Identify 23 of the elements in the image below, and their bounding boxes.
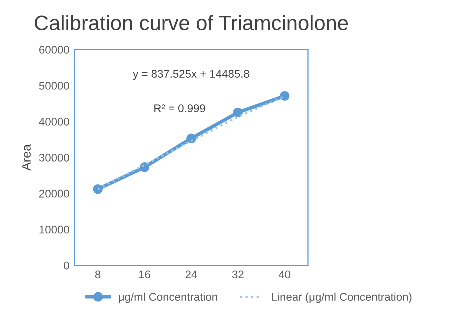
point — [233, 108, 244, 118]
y-tick-label: 60000 — [40, 46, 70, 54]
point — [140, 162, 150, 172]
annotation: y = 837.525x + 14485.8 — [133, 70, 250, 80]
point — [186, 134, 196, 144]
y-axis-title: Area — [22, 144, 31, 171]
y-tick-label: 40000 — [39, 118, 70, 126]
x-tick-label: 32 — [232, 270, 244, 279]
y-tick-label: 30000 — [39, 154, 70, 162]
point — [93, 184, 103, 194]
x-tick-label: 8 — [95, 270, 101, 279]
legend-label: Linear (μg/ml Concentration) — [272, 292, 412, 304]
annotation: R² = 0.999 — [154, 104, 206, 112]
y-tick-label: 10000 — [40, 226, 70, 234]
x-tick-label: 24 — [186, 270, 198, 279]
y-tick-label: 0 — [64, 262, 70, 270]
x-tick-label: 40 — [278, 270, 291, 279]
y-tick-label: 50000 — [39, 82, 70, 90]
point — [280, 91, 290, 102]
y-tick-label: 20000 — [40, 190, 70, 198]
chart-title: Calibration curve of Triamcinolone — [35, 15, 348, 31]
x-tick-label: 16 — [139, 270, 150, 279]
legend-label: μg/ml Concentration — [119, 292, 218, 304]
